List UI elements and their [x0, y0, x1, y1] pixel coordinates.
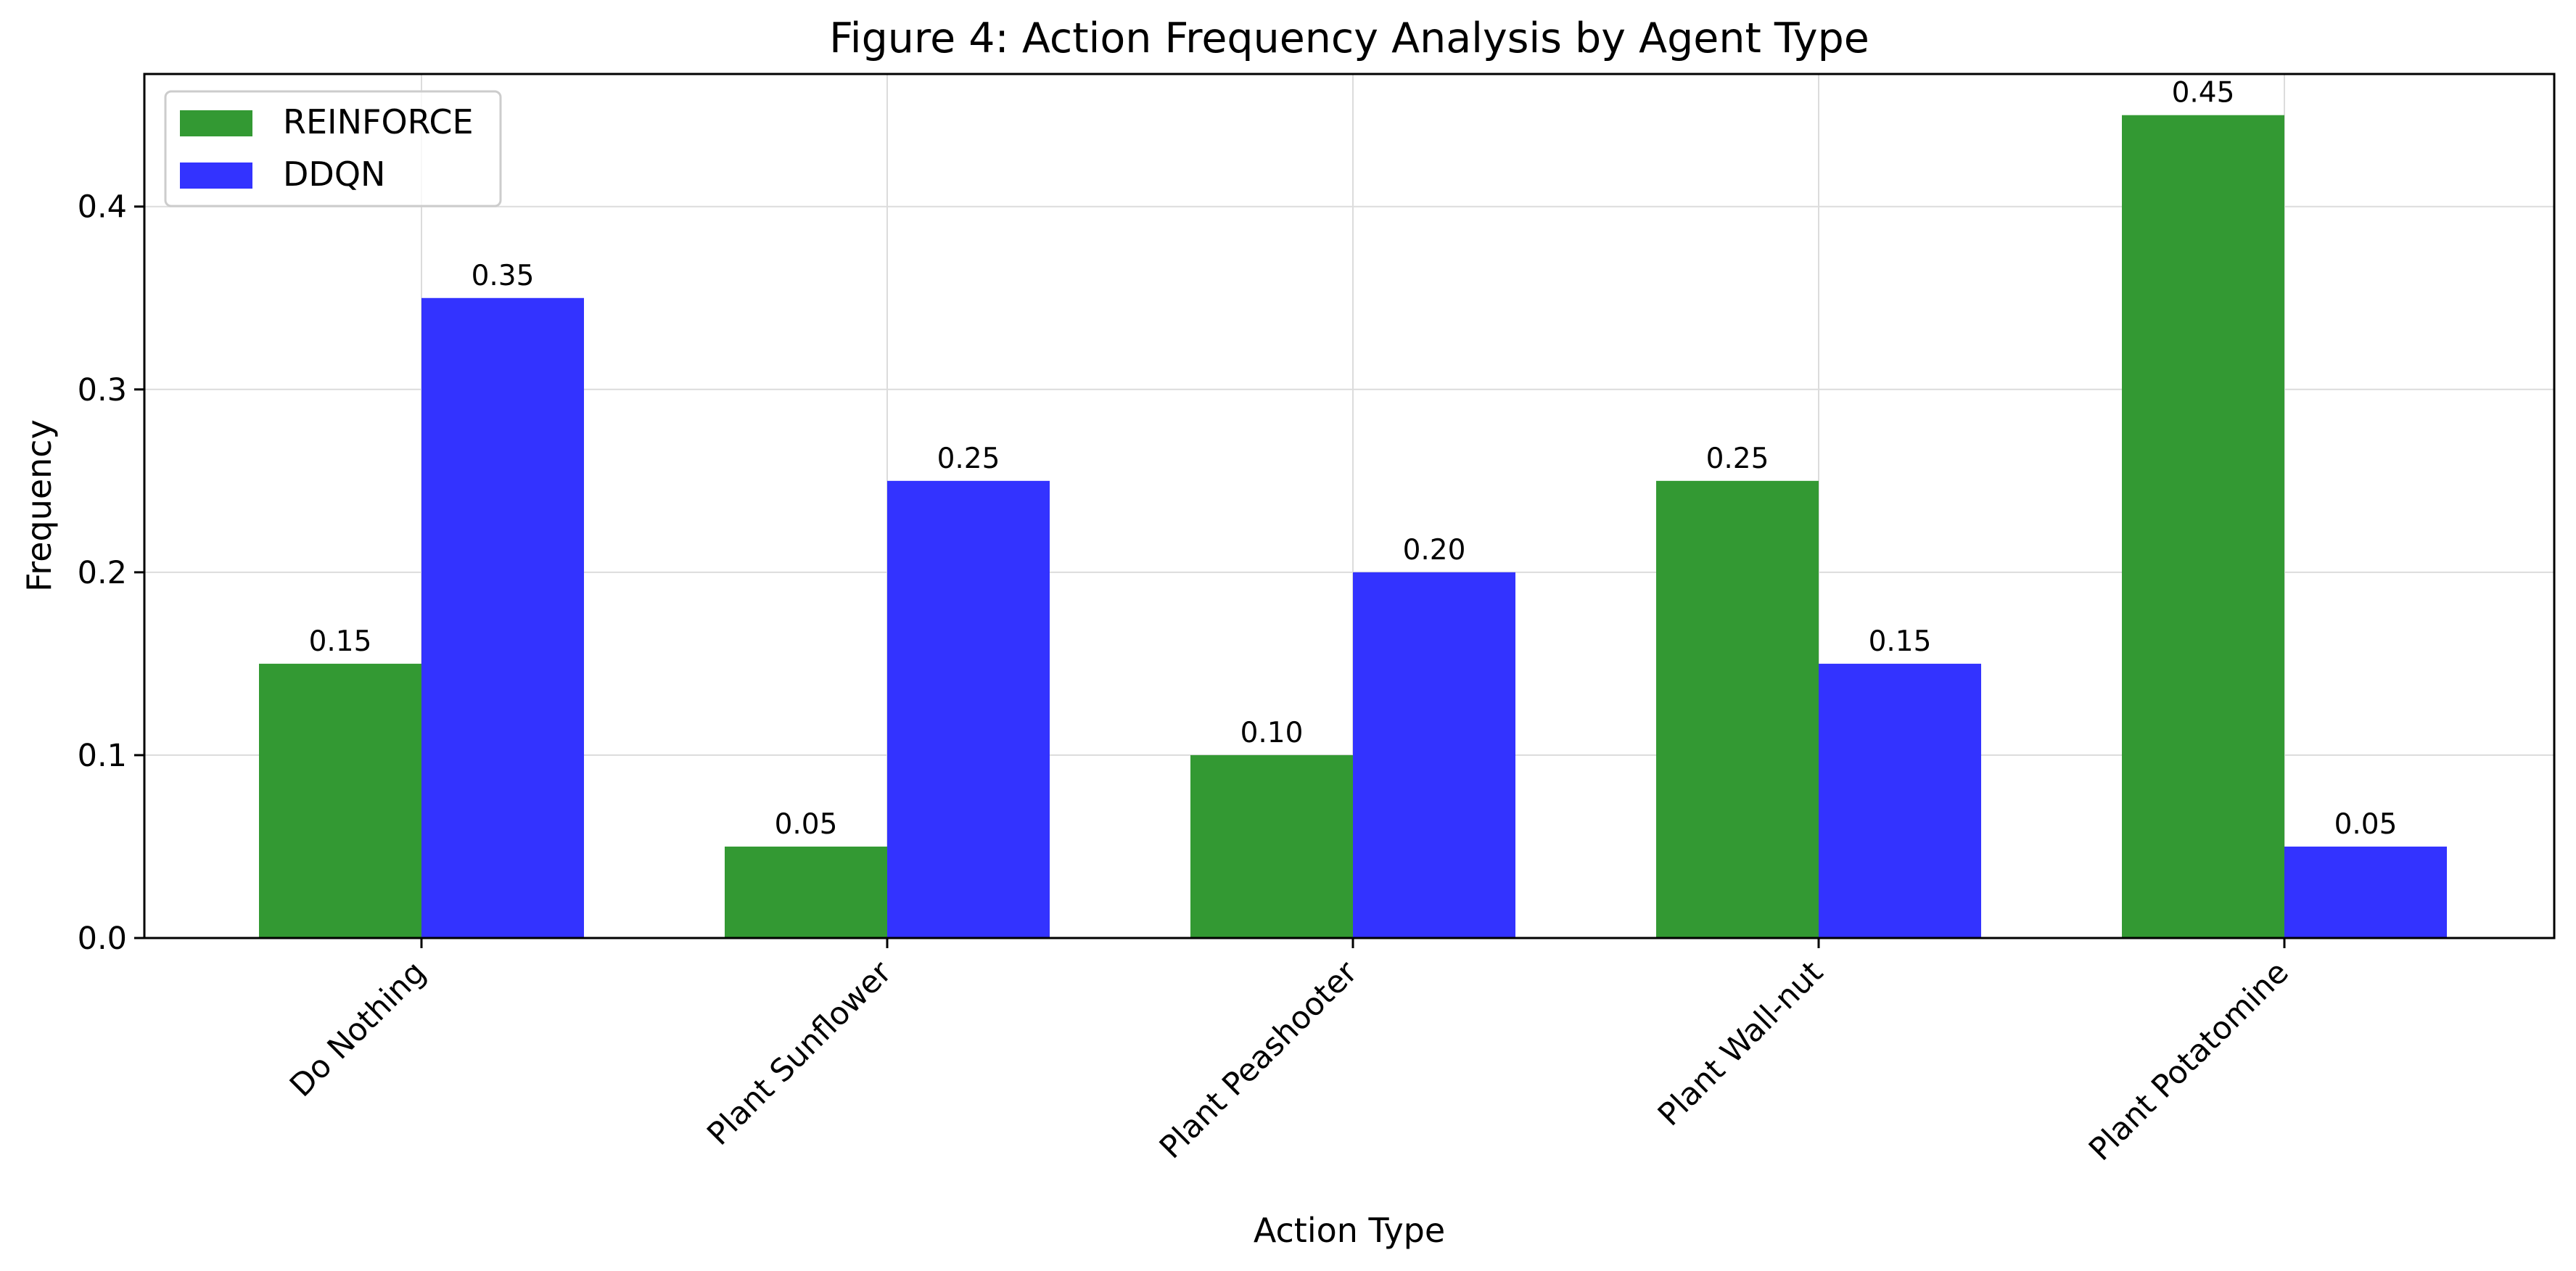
- bar-ddqn: [421, 297, 584, 938]
- data-label-reinforce: 0.05: [775, 808, 838, 841]
- bar-ddqn: [1353, 572, 1515, 938]
- y-tick-label: 0.3: [78, 372, 127, 408]
- y-tick-label: 0.4: [78, 189, 127, 226]
- bar-reinforce: [259, 663, 421, 938]
- bar-ddqn: [887, 480, 1050, 938]
- bar-reinforce: [725, 846, 887, 938]
- data-label-ddqn: 0.05: [2334, 808, 2398, 841]
- bar-reinforce: [2122, 115, 2284, 939]
- bar-ddqn: [2284, 846, 2447, 938]
- y-axis-title: Frequency: [20, 419, 59, 592]
- data-label-reinforce: 0.10: [1240, 717, 1304, 749]
- data-label-ddqn: 0.20: [1403, 534, 1466, 567]
- plot-area-frame: [143, 73, 2556, 939]
- data-label-reinforce: 0.15: [309, 625, 372, 658]
- bar-reinforce: [1656, 480, 1819, 938]
- x-axis-title: Action Type: [1254, 1211, 1445, 1250]
- bars: [259, 115, 2447, 939]
- bar-reinforce: [1190, 754, 1353, 938]
- data-label-ddqn: 0.35: [472, 260, 535, 292]
- y-tick-label: 0.1: [78, 738, 127, 774]
- legend-label-ddqn: DDQN: [283, 155, 385, 194]
- legend-label-reinforce: REINFORCE: [283, 102, 474, 141]
- y-tick-label: 0.0: [78, 921, 127, 957]
- data-labels: 0.15 0.05 0.10 0.25 0.45 0.35 0.25 0.20 0.15 0.05: [309, 77, 2398, 841]
- data-label-ddqn: 0.25: [937, 443, 1000, 475]
- y-tick-label: 0.2: [78, 555, 127, 591]
- chart-title: Figure 4: Action Frequency Analysis by A…: [829, 15, 1869, 62]
- data-label-reinforce: 0.45: [2172, 77, 2235, 110]
- data-label-ddqn: 0.15: [1869, 625, 1932, 658]
- bar-ddqn: [1819, 663, 1981, 938]
- legend: REINFORCE DDQN: [164, 90, 502, 207]
- y-axis: 0.0 0.1 0.2 0.3 0.4: [78, 189, 144, 957]
- legend-swatch-ddqn: [180, 163, 252, 189]
- data-label-reinforce: 0.25: [1706, 443, 1769, 475]
- legend-swatch-reinforce: [180, 110, 252, 136]
